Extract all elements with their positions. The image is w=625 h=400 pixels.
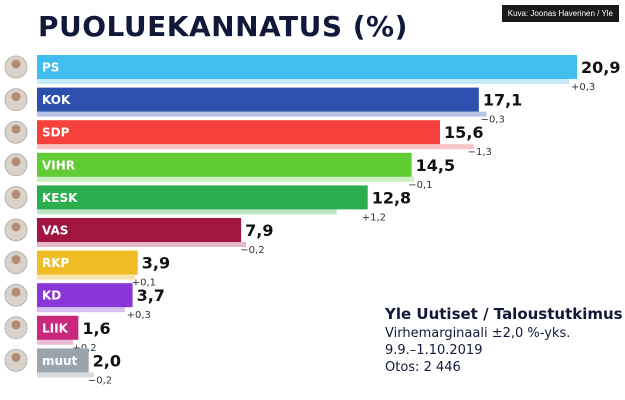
- avatar-face-muut: [11, 352, 21, 362]
- change-label-liik: +0,2: [72, 343, 96, 354]
- source-label: Yle Uutiset / Taloustutkimus: [385, 305, 623, 323]
- bar-rkp: [37, 250, 138, 275]
- prev-bar-kd: [37, 307, 125, 313]
- prev-bar-ps: [37, 79, 570, 84]
- bar-kd: [37, 283, 133, 308]
- bar-kok: [37, 87, 479, 112]
- bar-kesk: [37, 185, 368, 210]
- bar-label-rkp: RKP: [42, 256, 70, 270]
- avatar-face-vihr: [11, 157, 21, 167]
- value-label-liik: 1,6: [82, 319, 110, 338]
- avatar-face-rkp: [11, 255, 21, 265]
- bar-sdp: [37, 120, 441, 145]
- bar-label-muut: muut: [42, 354, 78, 368]
- bar-muut: [37, 348, 89, 373]
- bar-label-ps: PS: [42, 61, 59, 75]
- prev-bar-kok: [37, 111, 487, 117]
- prev-bar-muut: [37, 372, 94, 378]
- change-label-ps: +0,3: [571, 82, 595, 93]
- bar-label-kok: KOK: [42, 93, 71, 107]
- value-label-kd: 3,7: [137, 286, 165, 305]
- prev-bar-vihr: [37, 176, 415, 182]
- source-info: Yle Uutiset / Taloustutkimus Virhemargin…: [385, 305, 623, 376]
- bar-label-sdp: SDP: [42, 126, 70, 140]
- avatar-face-kd: [11, 287, 21, 297]
- change-label-rkp: +0,1: [132, 278, 156, 289]
- value-label-ps: 20,9: [581, 58, 620, 77]
- bar-vihr: [37, 152, 412, 177]
- change-label-muut: −0,2: [88, 375, 112, 386]
- bar-liik: [37, 315, 79, 340]
- prev-bar-liik: [37, 339, 74, 345]
- sample-size: Otos: 2 446: [385, 360, 461, 375]
- value-label-kesk: 12,8: [372, 188, 411, 207]
- survey-period: 9.9.–1.10.2019: [385, 343, 483, 358]
- prev-bar-kesk: [37, 209, 337, 215]
- avatar-face-vas: [11, 222, 21, 232]
- bar-label-vihr: VIHR: [42, 158, 75, 172]
- chart-title: PUOLUEKANNATUS (%): [38, 10, 408, 43]
- value-label-sdp: 15,6: [444, 123, 483, 142]
- value-label-vihr: 14,5: [416, 156, 455, 175]
- bar-label-kesk: KESK: [42, 191, 78, 205]
- prev-bar-rkp: [37, 274, 136, 280]
- prev-bar-sdp: [37, 144, 474, 150]
- change-label-kesk: +1,2: [362, 212, 386, 223]
- photo-credit: Kuva: Joonas Haverinen / Yle: [501, 5, 619, 22]
- change-label-vihr: −0,1: [408, 180, 432, 191]
- avatar-face-liik: [11, 320, 21, 330]
- bar-label-kd: KD: [42, 289, 61, 303]
- avatar-face-kesk: [11, 189, 21, 199]
- change-label-kok: −0,3: [481, 115, 505, 126]
- bar-ps: [37, 55, 577, 79]
- avatar-face-sdp: [11, 124, 21, 134]
- bar-vas: [37, 218, 242, 242]
- value-label-kok: 17,1: [483, 91, 522, 110]
- value-label-vas: 7,9: [245, 221, 273, 240]
- avatar-face-ps: [11, 59, 21, 69]
- change-label-kd: +0,3: [127, 310, 151, 321]
- error-margin: Virhemarginaali ±2,0 %-yks.: [385, 326, 571, 341]
- bar-label-vas: VAS: [42, 224, 68, 238]
- bar-label-liik: LIIK: [42, 321, 69, 335]
- value-label-muut: 2,0: [93, 351, 121, 370]
- change-label-vas: −0,2: [240, 245, 264, 256]
- change-label-sdp: −1,3: [468, 147, 492, 158]
- avatar-face-kok: [11, 92, 21, 102]
- value-label-rkp: 3,9: [142, 254, 170, 273]
- prev-bar-vas: [37, 242, 247, 247]
